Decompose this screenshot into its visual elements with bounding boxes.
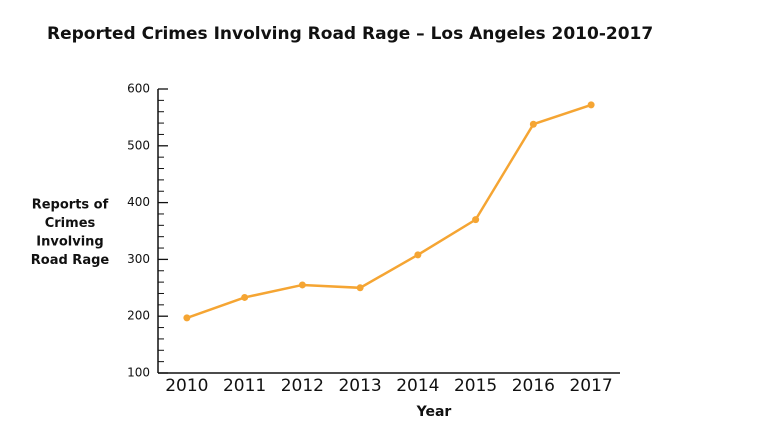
x-tick-label: 2010 [165, 376, 208, 396]
x-tick-label: 2014 [396, 376, 439, 396]
x-tick-label: 2017 [569, 376, 612, 396]
point [587, 101, 595, 109]
point [183, 314, 191, 322]
y-axis-label: Reports of [32, 198, 109, 213]
x-tick-label: 2011 [223, 376, 266, 396]
point [414, 251, 422, 259]
chart-title: Reported Crimes Involving Road Rage – Lo… [47, 24, 653, 44]
y-axis-label: Involving [36, 235, 103, 250]
y-tick-label: 300 [127, 252, 150, 266]
point [356, 284, 364, 292]
x-tick-label: 2013 [338, 376, 381, 396]
point [241, 293, 249, 301]
y-axis-label: Crimes [45, 216, 96, 231]
y-tick-label: 400 [127, 195, 150, 209]
point [529, 120, 537, 128]
x-axis-label: Year [416, 404, 452, 420]
y-tick-label: 600 [127, 82, 150, 96]
point [298, 281, 306, 289]
point [472, 216, 480, 224]
line [186, 103, 592, 320]
y-tick-label: 200 [127, 309, 150, 323]
x-tick-label: 2015 [454, 376, 497, 396]
y-axis-label: Road Rage [31, 253, 110, 268]
y-tick-label: 500 [127, 138, 150, 152]
x-tick-label: 2016 [512, 376, 555, 396]
x-tick-label: 2012 [281, 376, 324, 396]
y-tick-label: 100 [127, 366, 150, 380]
